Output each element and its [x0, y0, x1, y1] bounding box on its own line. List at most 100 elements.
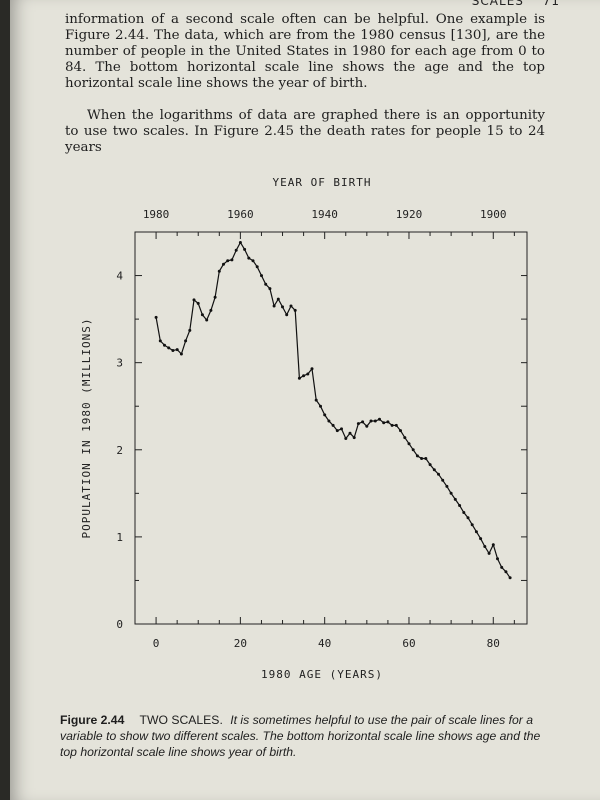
data-point [222, 262, 225, 266]
data-point [470, 523, 474, 527]
data-point [293, 308, 297, 312]
data-point [327, 419, 331, 423]
top-tick-label: 1980 [143, 208, 170, 221]
data-points [154, 241, 512, 580]
top-tick-label: 1900 [480, 208, 507, 221]
x-axis-label: 1980 AGE (YEARS) [261, 668, 383, 681]
data-point [415, 454, 419, 458]
y-tick-label: 2 [116, 444, 123, 457]
data-point [496, 557, 499, 561]
data-point [264, 282, 268, 286]
data-point [213, 295, 217, 299]
data-point [474, 530, 478, 534]
data-point [192, 298, 196, 302]
data-point [462, 511, 466, 514]
data-point [255, 265, 259, 269]
data-point [441, 478, 445, 482]
data-point [500, 565, 504, 569]
data-point [378, 417, 381, 421]
x-tick-label: 0 [153, 637, 160, 650]
data-point [268, 287, 272, 291]
data-point [272, 304, 276, 308]
data-point [487, 551, 491, 555]
figure-label: Figure 2.44 [60, 713, 125, 727]
x-tick-label: 80 [487, 637, 500, 650]
data-point [449, 491, 453, 495]
paragraph-1: information of a second scale often can … [65, 12, 545, 91]
tick-marks [135, 231, 527, 625]
top-tick-label: 1920 [396, 208, 423, 221]
bottom-axis-labels: 0 20 40 60 80 [153, 637, 500, 650]
data-point [335, 429, 339, 433]
y-axis-label: POPULATION IN 1980 (MILLIONS) [80, 317, 93, 538]
top-axis-labels: 1980 1960 1940 1920 1900 [143, 208, 507, 221]
y-tick-label: 3 [116, 357, 123, 370]
data-point [319, 404, 322, 408]
chart-title: YEAR OF BIRTH [272, 176, 371, 189]
data-point [230, 258, 234, 262]
data-point [483, 545, 487, 548]
running-head-title: SCALES [471, 0, 524, 8]
x-tick-label: 20 [234, 637, 247, 650]
data-point [251, 259, 255, 263]
data-point [175, 348, 179, 352]
data-point [411, 448, 415, 452]
top-tick-label: 1940 [311, 208, 338, 221]
data-point [297, 376, 301, 380]
data-point [361, 420, 365, 424]
data-point [369, 419, 373, 423]
data-point [196, 301, 200, 305]
data-point [276, 297, 280, 301]
data-point [154, 315, 158, 319]
data-point [167, 346, 171, 350]
data-point [445, 484, 449, 488]
data-point [399, 429, 402, 433]
data-point [432, 468, 436, 472]
data-point [310, 367, 314, 371]
data-point [424, 457, 428, 460]
data-point [508, 576, 512, 580]
data-point [188, 328, 192, 332]
data-point [390, 423, 394, 427]
series-line [155, 241, 511, 579]
x-tick-label: 40 [318, 637, 331, 650]
plot-frame [134, 231, 528, 625]
data-point [491, 543, 495, 547]
running-head: SCALES 71 [472, 0, 560, 8]
data-point [302, 374, 306, 378]
data-point [437, 472, 440, 476]
data-point [420, 457, 424, 460]
data-point [466, 516, 470, 520]
data-point [394, 423, 398, 427]
data-point [281, 305, 284, 309]
figure-caption-body: It is sometimes helpful to use the pair … [60, 713, 541, 759]
data-point [234, 248, 238, 252]
data-point [428, 463, 432, 467]
data-point [247, 256, 251, 260]
data-point [382, 421, 386, 425]
data-point [243, 247, 247, 251]
data-point [348, 431, 352, 435]
data-point [171, 349, 175, 352]
data-point [386, 420, 390, 424]
data-point [285, 313, 289, 317]
data-point [217, 269, 221, 273]
data-point [184, 339, 188, 343]
y-tick-label: 1 [116, 531, 123, 544]
data-point [344, 437, 348, 440]
data-point [200, 313, 204, 317]
data-point [453, 497, 457, 501]
left-axis-labels: 0 1 2 3 4 [116, 270, 123, 631]
data-point [407, 442, 411, 446]
data-point [479, 537, 483, 541]
data-point [331, 423, 335, 427]
x-tick-label: 60 [402, 637, 415, 650]
data-point [209, 308, 213, 312]
data-point [373, 419, 377, 423]
data-point [314, 398, 318, 402]
data-point [289, 304, 293, 308]
y-tick-label: 0 [116, 618, 123, 631]
data-point [504, 570, 508, 574]
data-point [340, 427, 343, 431]
figure-title: TWO SCALES. [139, 713, 223, 727]
